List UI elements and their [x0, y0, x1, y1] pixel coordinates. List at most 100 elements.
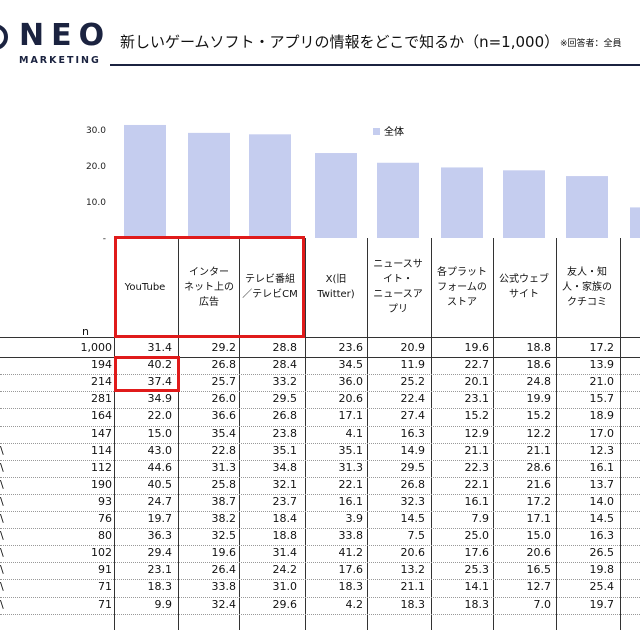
table-cell: 31.3: [338, 460, 364, 474]
column-header: 友人・知 人・家族の クチコミ: [562, 266, 612, 308]
logo: NEO: [19, 18, 112, 53]
table-cell: 7.9: [471, 512, 490, 525]
bar: [503, 170, 545, 238]
table-cell: 23.1: [464, 392, 490, 406]
table-cell: 20.6: [400, 546, 426, 560]
table-cell: 18.4: [272, 512, 298, 525]
column-divider: [367, 238, 368, 630]
row-divider: [0, 511, 640, 512]
table-cell: 28.6: [526, 460, 552, 474]
bar: [441, 167, 483, 238]
table-cell: 20.6: [338, 392, 364, 406]
row-divider: [0, 459, 640, 461]
bar: [377, 162, 419, 238]
table-cell: 12.9: [464, 426, 490, 440]
table-cell: 21.1: [526, 443, 552, 457]
table-cell: 25.7: [211, 375, 237, 389]
table-cell: 19.8: [589, 563, 615, 577]
n-value: 112: [91, 460, 112, 474]
column-divider: [431, 238, 432, 630]
table-cell: 23.6: [338, 341, 364, 354]
table-cell: 3.9: [345, 512, 364, 525]
header-bottom-rule: [0, 337, 640, 338]
row-label-fragment: \: [0, 477, 4, 491]
table-cell: 16.3: [589, 529, 615, 543]
row-divider: [0, 493, 640, 495]
table-cell: 36.3: [147, 529, 173, 543]
row-label-fragment: \: [0, 529, 4, 543]
highlight-box-values: [114, 356, 180, 393]
table-cell: 18.8: [272, 529, 298, 543]
table-cell: 18.9: [589, 409, 615, 423]
logo-subtitle: MARKETING: [19, 55, 101, 66]
row-divider: [0, 476, 640, 478]
table-cell: 19.9: [526, 392, 552, 406]
table-cell: 17.2: [589, 341, 615, 354]
table-cell: 18.3: [338, 580, 364, 594]
legend-label: 全体: [384, 125, 404, 138]
n-value: 102: [91, 546, 112, 560]
table-cell: 19.6: [464, 341, 490, 354]
table-cell: 16.1: [464, 494, 490, 508]
table-cell: 18.3: [464, 597, 490, 611]
table-cell: 14.5: [400, 512, 426, 525]
table-cell: 31.4: [147, 341, 173, 354]
table-cell: 21.1: [400, 580, 426, 594]
table-cell: 12.2: [526, 426, 552, 440]
row-label-fragment: \: [0, 494, 4, 508]
y-tick-label: 10.0: [86, 198, 106, 208]
table-cell: 17.0: [589, 426, 615, 440]
bar-chart: 30.0 20.0 10.0 - 全体: [86, 124, 640, 240]
table-cell: 17.1: [526, 512, 552, 525]
y-tick-label: 20.0: [86, 162, 106, 172]
table-cell: 20.9: [400, 341, 426, 354]
table-cell: 16.5: [526, 563, 552, 577]
n-value: 281: [91, 392, 112, 406]
table-cell: 26.8: [211, 358, 237, 372]
table-cell: 14.9: [400, 443, 426, 457]
column-divider: [114, 238, 115, 630]
n-value: 80: [98, 529, 112, 543]
table-cell: 25.0: [464, 529, 490, 543]
table-cell: 14.1: [464, 580, 490, 594]
bar: [315, 153, 357, 238]
title-underline: [110, 64, 640, 66]
bar: [630, 207, 640, 238]
table-cell: 29.4: [147, 546, 173, 560]
table-cell: 13.2: [400, 563, 426, 577]
table-cell: 31.0: [272, 580, 298, 594]
table-cell: 23.8: [272, 426, 298, 440]
table-cell: 40.2: [147, 358, 173, 372]
row-label-fragment: \: [0, 512, 4, 525]
table-cell: 43.0: [147, 443, 173, 457]
n-value: 93: [98, 494, 112, 508]
row-label-fragment: \: [0, 580, 4, 594]
table-cell: 18.3: [400, 597, 426, 611]
row-divider: [0, 528, 640, 530]
table-cell: 19.6: [211, 546, 237, 560]
table-cell: 14.5: [589, 512, 615, 525]
table-cell: 22.4: [400, 392, 426, 406]
n-value: 71: [98, 580, 112, 594]
table-cell: 26.5: [589, 546, 615, 560]
y-tick-label: 30.0: [86, 126, 106, 136]
table-cell: 29.6: [272, 597, 298, 611]
table-cell: 38.7: [211, 494, 237, 508]
table-cell: 32.3: [400, 494, 426, 508]
row-label-fragment: \: [0, 460, 4, 474]
table-cell: 35.4: [211, 426, 237, 440]
table-cell: 18.3: [147, 580, 173, 594]
table-cell: 23.1: [147, 563, 173, 577]
table-cell: 28.8: [272, 341, 298, 354]
table-cell: 25.2: [400, 375, 426, 389]
table-cell: 34.5: [338, 358, 364, 372]
table-cell: 41.2: [338, 546, 364, 560]
n-value: 71: [98, 597, 112, 611]
table-cell: 15.2: [464, 409, 490, 423]
table-cell: 26.4: [211, 563, 237, 577]
column-header: テレビ番組 ／テレビCM: [242, 274, 298, 300]
column-header: 公式ウェブ サイト: [499, 274, 549, 300]
table-cell: 7.5: [407, 529, 426, 543]
table-cell: 26.8: [272, 409, 298, 423]
table-cell: 4.2: [345, 597, 364, 611]
